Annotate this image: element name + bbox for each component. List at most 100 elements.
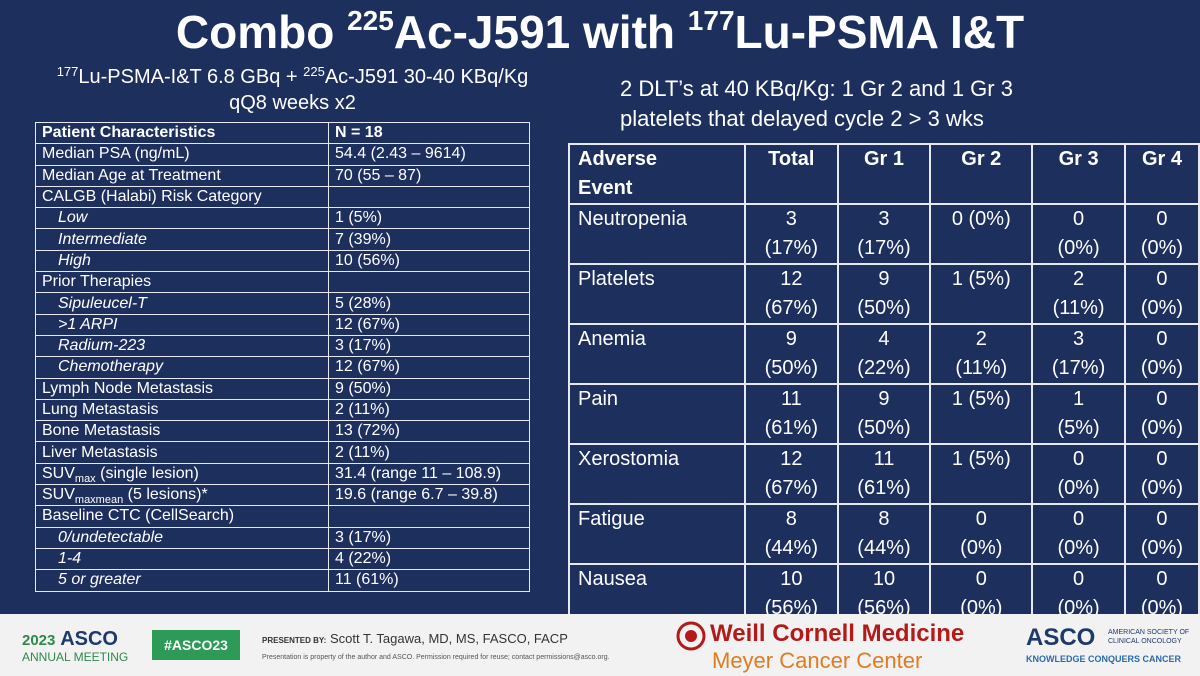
header-cell: Adverse Event xyxy=(568,143,746,205)
count-cell: 0 (0%) xyxy=(1123,443,1200,505)
meeting-logo: 2023 ASCO xyxy=(22,628,118,651)
text-run: qQ8 weeks x2 xyxy=(229,92,356,114)
institution-seal xyxy=(676,621,706,651)
cell-line: 9 xyxy=(878,388,890,410)
value-cell: 11 (61%) xyxy=(328,569,530,592)
value-cell: 4 (22%) xyxy=(328,547,530,571)
value-cell: 3 (17%) xyxy=(328,334,530,358)
cell-line: (61%) xyxy=(764,417,818,439)
count-cell: 0 (0%) xyxy=(929,503,1034,565)
count-cell: 12 (67%) xyxy=(744,263,839,325)
sub-row: 5 or greater 11 (61%) xyxy=(35,569,530,592)
cell-line: 0 xyxy=(1073,568,1085,590)
text-run: Lu-PSMA I&T xyxy=(734,6,1025,58)
cell-line: (0%) xyxy=(1057,477,1100,499)
cell-line: (11%) xyxy=(955,357,1008,379)
label-cell: Intermediate xyxy=(35,228,329,251)
cell-line: 4 xyxy=(878,328,890,350)
meeting-year: 2023 xyxy=(22,632,56,649)
header-line: Gr 4 xyxy=(1141,148,1182,170)
value-cell: 12 (67%) xyxy=(328,313,530,336)
header-line: Event xyxy=(578,177,633,199)
label-cell: Bone Metastasis xyxy=(35,420,329,443)
label-cell: Radium-223 xyxy=(35,334,329,358)
cell-line: 10 xyxy=(872,568,896,590)
header-line: Total xyxy=(768,148,815,170)
text-run: Lu-PSMA-I&T 6.8 GBq + xyxy=(78,66,304,88)
characteristics-table: Patient Characteristics N = 18 Median PSA … xyxy=(35,121,530,592)
cell-line: 11 xyxy=(780,388,802,410)
cell-line: 0 xyxy=(1156,208,1168,230)
cell-line: 1 (5%) xyxy=(951,388,1011,410)
cell-line: 0 xyxy=(1156,568,1168,590)
presented-by-label: PRESENTED BY: xyxy=(262,636,327,645)
cell-line: 9 xyxy=(785,328,797,350)
event-cell: Xerostomia xyxy=(568,443,746,505)
value-cell: 54.4 (2.43 – 9614) xyxy=(328,143,530,166)
cell-line: (44%) xyxy=(857,537,911,559)
cell-line: (0%) xyxy=(960,597,1003,619)
label-cell: Sipuleucel-T xyxy=(35,292,329,315)
tagline: KNOWLEDGE CONQUERS CANCER xyxy=(1026,654,1182,664)
count-cell: 9 (50%) xyxy=(836,383,932,445)
supscript: 177 xyxy=(687,5,735,36)
cell-line: 12 xyxy=(780,448,803,470)
count-cell: 0 (0%) xyxy=(1031,503,1126,565)
dlt-line: platelets that delayed cycle 2 > 3 wks xyxy=(620,106,984,131)
count-cell: 0 (0%) xyxy=(929,203,1034,265)
row: SUVmaxmean (5 lesions)* 19.6 (range 6.7 –… xyxy=(35,484,530,507)
row: Median Age at Treatment 70 (55 – 87) xyxy=(35,164,530,187)
presenter-line: PRESENTED BY: Scott T. Tagawa, MD, MS, F… xyxy=(262,631,568,646)
cell-line: 0 xyxy=(1073,208,1085,230)
cell-line: 2 xyxy=(975,328,987,350)
row: Lung Metastasis 2 (11%) xyxy=(35,398,530,422)
header-cell: N = 18 xyxy=(328,121,530,145)
regimen: 177Lu-PSMA-I&T 6.8 GBq + 225Ac-J591 30-4… xyxy=(0,64,585,116)
row: Median PSA (ng/mL) 54.4 (2.43 – 9614) xyxy=(35,143,530,166)
meeting-org: ASCO xyxy=(60,628,118,650)
label-cell: SUVmaxmean (5 lesions)* xyxy=(35,484,329,507)
row: SUVmax (single lesion) 31.4 (range 11 – 1… xyxy=(35,462,530,486)
supscript: 225 xyxy=(303,64,325,79)
cell-line: 1 (5%) xyxy=(951,268,1011,290)
cell-line: (0%) xyxy=(1140,357,1184,379)
cell-line: (0%) xyxy=(1057,537,1100,559)
cell-line: (17%) xyxy=(1051,357,1106,379)
label-cell: SUVmax (single lesion) xyxy=(35,462,329,486)
count-cell: 12 (67%) xyxy=(744,443,839,505)
cell-line: (0%) xyxy=(1140,597,1184,619)
center: Meyer Cancer Center xyxy=(712,648,923,673)
count-cell: 1 (5%) xyxy=(929,443,1034,505)
count-cell: 2 (11%) xyxy=(929,323,1034,385)
cell-line: 12 xyxy=(780,268,803,290)
label-cell: Lung Metastasis xyxy=(35,398,329,422)
cell-line: (0%) xyxy=(1140,477,1184,499)
text-run: (single lesion) xyxy=(95,464,199,482)
text-run: Ac-J591 30-40 KBq/Kg xyxy=(324,66,529,88)
society-full-line: AMERICAN SOCIETY OF xyxy=(1108,629,1190,636)
value-cell: 13 (72%) xyxy=(328,420,530,443)
cell-line: (61%) xyxy=(857,477,911,499)
value-cell: 10 (56%) xyxy=(328,249,530,273)
label-cell: Median PSA (ng/mL) xyxy=(35,143,329,166)
row: CALGB (Halabi) Risk Category xyxy=(35,185,530,209)
cell-line: 0 xyxy=(1073,448,1085,470)
dlt-line: 2 DLT’s at 40 KBq/Kg: 1 Gr 2 and 1 Gr 3 xyxy=(620,76,1013,101)
value-cell: 70 (55 – 87) xyxy=(328,164,530,187)
cell-line: (44%) xyxy=(764,537,818,559)
count-cell: 0 (0%) xyxy=(1123,383,1200,445)
cell-line: (0%) xyxy=(1057,237,1100,259)
subscript: maxmean xyxy=(74,494,124,507)
text-run: SUV xyxy=(42,464,75,482)
row: Lymph Node Metastasis 9 (50%) xyxy=(35,377,530,400)
cell-line: 0 xyxy=(1156,328,1168,350)
cell-line: (0%) xyxy=(1057,597,1100,619)
disclaimer: Presentation is property of the author a… xyxy=(262,654,610,661)
regimen-line: qQ8 weeks x2 xyxy=(0,90,585,116)
count-cell: 3 (17%) xyxy=(1031,323,1126,385)
count-cell: 9 (50%) xyxy=(836,263,932,325)
sub-row: Low 1 (5%) xyxy=(35,207,530,230)
sub-row: 0/undetectable 3 (17%) xyxy=(35,526,530,549)
event-cell: Neutropenia xyxy=(568,203,746,265)
sub-row: Sipuleucel-T 5 (28%) xyxy=(35,292,530,315)
